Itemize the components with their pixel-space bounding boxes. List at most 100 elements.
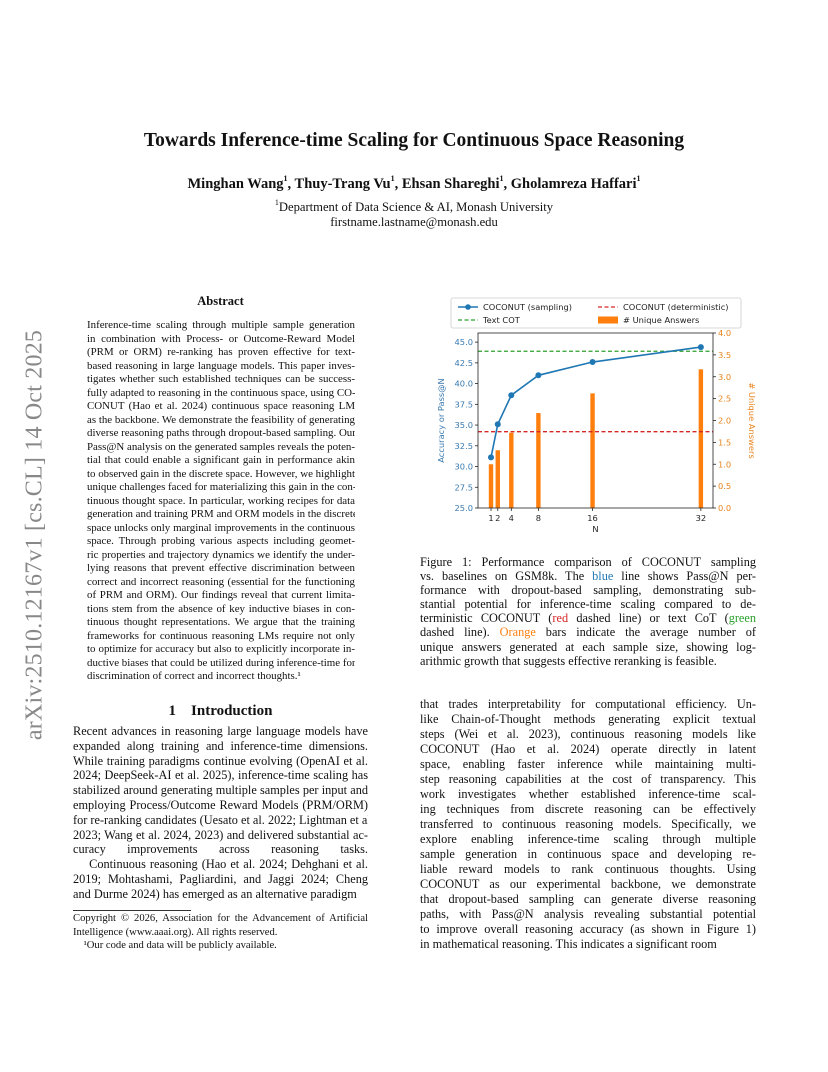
text-line: tigates whether such established techniq…	[87, 373, 355, 385]
caption-text: dashed line).	[420, 625, 500, 640]
text-line: correct and incorrect reasoning (essenti…	[87, 575, 355, 588]
footnote-1: ¹Our code and data will be publicly avai…	[73, 940, 277, 952]
arxiv-stamp: arXiv:2510.12167v1 [cs.CL] 14 Oct 2025	[21, 329, 48, 741]
x-axis-label: N	[592, 524, 598, 534]
caption-text: formance with dropout-based sampling, de…	[420, 583, 756, 598]
unique-answers-bar	[495, 450, 500, 508]
y2-tick-label: 0.5	[718, 481, 731, 491]
text-line: explore enabling inference-time scaling …	[420, 832, 756, 846]
legend-box	[450, 297, 742, 329]
text-line: generation and training PRM and ORM mode…	[87, 508, 355, 520]
unique-answers-bar	[536, 413, 541, 508]
text-line: curacy improvements across reasoning tas…	[73, 842, 368, 857]
affiliation-text: Department of Data Science & AI, Monash …	[278, 200, 554, 214]
author-name: Gholamreza Haffari	[510, 176, 637, 192]
caption-line: vs. baselines on GSM8k. The blue line sh…	[420, 569, 756, 583]
y2-axis-label: # Unique Answers	[747, 382, 757, 458]
y2-tick-label: 2.0	[718, 416, 731, 426]
text-line: space, enabling faster inference while m…	[420, 757, 756, 771]
text-line: like Chain-of-Thought methods generating…	[420, 712, 756, 726]
y-tick-label: 32.5	[455, 441, 473, 451]
author-affiliation-mark: 1	[636, 174, 641, 183]
unique-answers-bar	[590, 393, 595, 508]
text-line: fully adapted to reasoning in the contin…	[87, 386, 355, 399]
text-line: unique challenges faced for materializin…	[87, 481, 355, 493]
paper-title: Towards Inference-time Scaling for Conti…	[143, 130, 685, 151]
caption-text: Figure 1: Performance comparison of COCO…	[420, 555, 756, 569]
text-line: space unlocks only marginal improvements…	[87, 521, 355, 534]
y-tick-label: 25.0	[455, 503, 473, 513]
y-axis-label: Accuracy or Pass@N	[436, 378, 446, 463]
text-line: liable reward models to rank continuous …	[420, 862, 756, 876]
author-affiliation-mark: 1	[499, 174, 504, 183]
text-line: frameworks for continuous reasoning LMs …	[87, 629, 355, 642]
text-line: COCONUT (Hao et al. 2024) operate direct…	[420, 742, 756, 756]
caption-color-word: Orange	[499, 625, 536, 640]
legend-marker	[465, 304, 471, 310]
caption-color-word: red	[552, 611, 569, 626]
caption-line: dashed line). Orange bars indicate the a…	[420, 625, 756, 639]
text-line: Inference-time scaling through multiple …	[87, 319, 355, 331]
legend-label: Text COT	[482, 315, 521, 325]
text-line: Recent advances in reasoning large langu…	[73, 724, 368, 738]
right-column-body: that trades interpretability for computa…	[420, 697, 756, 952]
y-tick-label: 40.0	[455, 379, 473, 389]
text-line: in mathematical reasoning. This indicate…	[420, 937, 717, 951]
y-tick-label: 30.0	[455, 462, 473, 472]
unique-answers-bar	[509, 432, 514, 508]
caption-text: stantial potential for inference-time sc…	[420, 597, 756, 612]
text-line: and Durme 2024) has emerged as an altern…	[73, 886, 357, 901]
y2-tick-label: 3.5	[718, 350, 731, 360]
sampling-point	[488, 454, 494, 461]
figure-1-chart: 25.027.530.032.535.037.540.042.545.00.00…	[436, 297, 757, 534]
legend-label: # Unique Answers	[623, 315, 699, 325]
text-line: 2024; DeepSeek-AI et al. 2025), inferenc…	[73, 768, 368, 783]
text-line: ductive biases that could be utilized du…	[87, 656, 355, 669]
caption-line: unique answers generated at each sample …	[420, 640, 756, 654]
text-line: While training paradigms continue evolvi…	[73, 753, 368, 768]
author-name: Ehsan Shareghi	[401, 176, 500, 192]
text-line: tions stem from the absence of key induc…	[87, 602, 355, 615]
text-line: space. Through probing various aspects i…	[87, 535, 355, 547]
text-line: tial that could enable a significant gai…	[87, 454, 355, 466]
text-line: 2019; Mohtashami, Pagliardini, and Jaggi…	[73, 871, 368, 886]
x-tick-label: 16	[587, 513, 598, 523]
text-line: diverse reasoning paths through dropout-…	[87, 427, 355, 439]
y2-tick-label: 1.5	[718, 437, 731, 447]
caption-text: line shows Pass@N per-	[613, 569, 756, 584]
text-line: 2023; Wang et al. 2024, 2023) and delive…	[73, 827, 368, 842]
affiliation-mark: 1	[274, 198, 279, 207]
text-line: tinuous thought space. In particular, wo…	[87, 494, 355, 507]
y-tick-label: 45.0	[455, 337, 473, 347]
caption-color-word: blue	[592, 569, 614, 584]
text-line: expanded along training and inference-ti…	[73, 738, 368, 753]
figure-1-caption: Figure 1: Performance comparison of COCO…	[420, 555, 756, 668]
unique-answers-bar	[698, 369, 704, 508]
text-line: to observed gain in the discrete space. …	[87, 467, 355, 480]
footnote-divider	[73, 910, 191, 911]
sampling-series-line	[490, 346, 701, 458]
text-line: sample generation in continuous space an…	[420, 847, 756, 861]
y2-tick-label: 0.0	[718, 503, 731, 513]
caption-text: terministic COCONUT (	[420, 611, 553, 626]
legend-label: COCONUT (sampling)	[483, 302, 572, 312]
caption-line: arithmic growth that suggests effective …	[420, 654, 756, 668]
author-affiliation-mark: 1	[390, 174, 395, 183]
text-line: steps (Wei et al. 2023), continuous reas…	[420, 727, 756, 741]
author-name: Thuy-Trang Vu	[294, 176, 391, 192]
text-line: ing techniques from discrete reasoning c…	[420, 802, 756, 816]
caption-line: stantial potential for inference-time sc…	[420, 597, 756, 611]
author-list: Minghan Wang1, Thuy-Trang Vu1, Ehsan Sha…	[187, 174, 641, 192]
caption-text: arithmic growth that suggests effective …	[420, 653, 717, 668]
caption-color-word: green	[728, 611, 756, 626]
y2-tick-label: 2.5	[718, 394, 731, 404]
sampling-point	[508, 392, 515, 399]
text-line: of PRM and ORM). Our findings reveal tha…	[87, 589, 355, 601]
author-affiliation-mark: 1	[283, 174, 288, 183]
y-tick-label: 35.0	[455, 420, 473, 430]
caption-line: Figure 1: Performance comparison of COCO…	[420, 555, 756, 569]
text-line: that dropout-based sampling can generate…	[420, 892, 756, 906]
sampling-point	[535, 372, 542, 379]
x-tick-label: 4	[509, 513, 514, 523]
text-line: in combination with Process- or Outcome-…	[87, 332, 355, 345]
